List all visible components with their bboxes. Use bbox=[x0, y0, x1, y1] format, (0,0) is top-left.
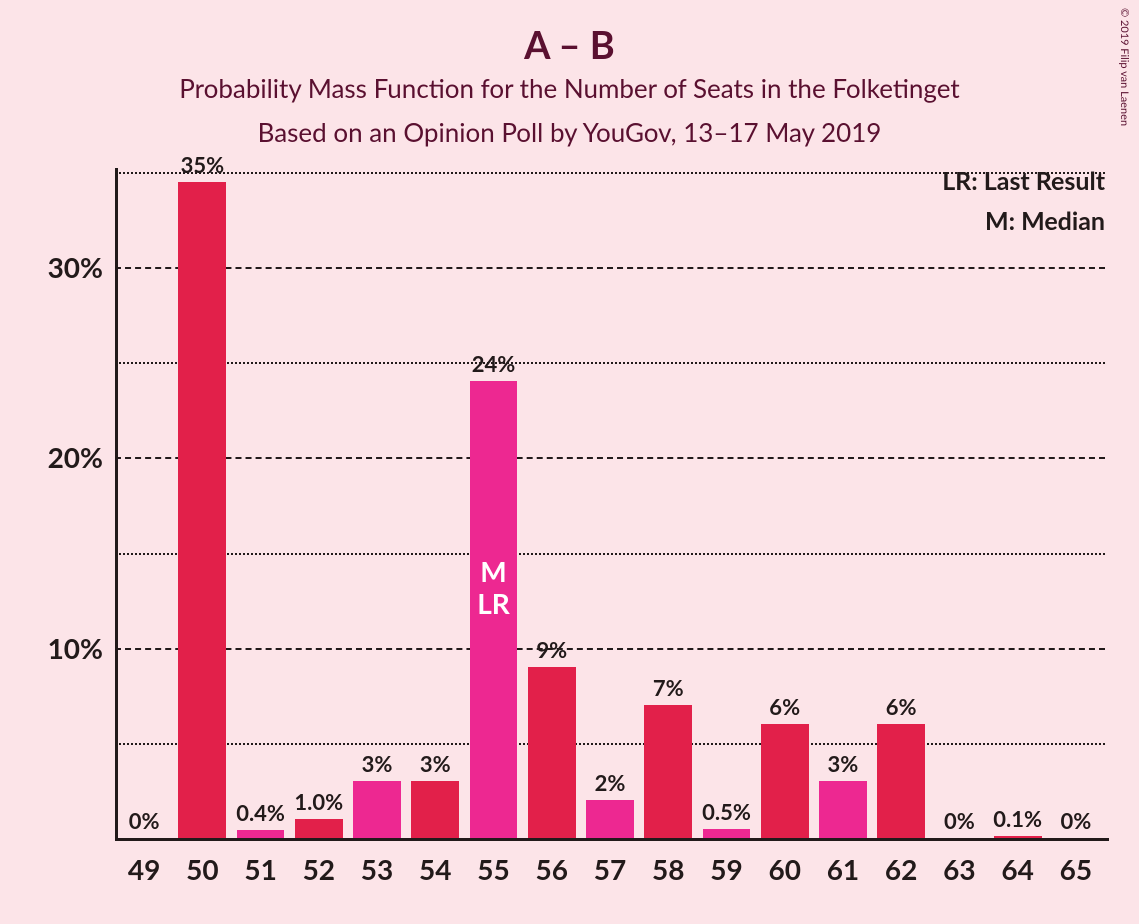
bar-value-label: 6% bbox=[769, 693, 800, 724]
gridline-minor bbox=[115, 553, 1105, 555]
x-axis-label: 54 bbox=[419, 838, 451, 886]
x-axis-label: 61 bbox=[827, 838, 859, 886]
x-axis-label: 51 bbox=[244, 838, 276, 886]
bar-value-label: 3% bbox=[828, 750, 859, 781]
bar-value-label: 0.4% bbox=[236, 799, 285, 830]
bar-value-label: 3% bbox=[362, 750, 393, 781]
x-axis-label: 49 bbox=[128, 838, 160, 886]
bar: 2% bbox=[586, 800, 634, 838]
bar-value-label: 0% bbox=[944, 807, 975, 838]
x-axis-label: 57 bbox=[594, 838, 626, 886]
bar: 6% bbox=[877, 724, 925, 838]
bar-value-label: 35% bbox=[181, 151, 225, 182]
x-axis-label: 52 bbox=[303, 838, 335, 886]
bar: 0.5% bbox=[703, 829, 751, 839]
legend-m: M: Median bbox=[942, 206, 1105, 236]
bar-value-label: 0% bbox=[129, 807, 160, 838]
bar: 3% bbox=[353, 781, 401, 838]
bar: 35% bbox=[178, 182, 226, 838]
bar-value-label: 0% bbox=[1060, 807, 1091, 838]
y-axis-label: 30% bbox=[48, 250, 115, 284]
x-axis-label: 50 bbox=[186, 838, 218, 886]
bar: 3% bbox=[411, 781, 459, 838]
gridline-minor bbox=[115, 743, 1105, 745]
bar-value-label: 6% bbox=[886, 693, 917, 724]
bar: 7% bbox=[644, 705, 692, 838]
y-axis-label: 10% bbox=[48, 631, 115, 665]
x-axis-label: 63 bbox=[943, 838, 975, 886]
bar: 1.0% bbox=[295, 819, 343, 838]
gridline-minor bbox=[115, 172, 1105, 174]
x-axis-label: 53 bbox=[361, 838, 393, 886]
gridline-major bbox=[115, 267, 1105, 269]
bar-inner-label: MLR bbox=[477, 555, 510, 619]
bar-value-label: 0.5% bbox=[702, 798, 751, 829]
chart-title: A – B bbox=[0, 22, 1139, 68]
y-axis bbox=[115, 168, 118, 838]
legend-lr: LR: Last Result bbox=[942, 166, 1105, 196]
x-axis-label: 64 bbox=[1001, 838, 1033, 886]
gridline-major bbox=[115, 457, 1105, 459]
bar-value-label: 1.0% bbox=[294, 788, 343, 819]
bar-value-label: 9% bbox=[536, 636, 567, 667]
bar: 9% bbox=[528, 667, 576, 838]
bar: 24%MLR bbox=[470, 381, 518, 838]
y-axis-label: 20% bbox=[48, 440, 115, 474]
gridline-minor bbox=[115, 362, 1105, 364]
x-axis-label: 58 bbox=[652, 838, 684, 886]
x-axis-label: 65 bbox=[1060, 838, 1092, 886]
chart-legend: LR: Last Result M: Median bbox=[942, 166, 1105, 236]
bar-value-label: 0.1% bbox=[993, 805, 1042, 836]
x-axis-label: 60 bbox=[768, 838, 800, 886]
bar-value-label: 7% bbox=[653, 674, 684, 705]
x-axis-label: 55 bbox=[477, 838, 509, 886]
x-axis-label: 56 bbox=[536, 838, 568, 886]
chart-plot-area: LR: Last Result M: Median 10%20%30%0%493… bbox=[115, 172, 1105, 838]
gridline-major bbox=[115, 648, 1105, 650]
bar-value-label: 2% bbox=[595, 769, 626, 800]
bar: 3% bbox=[819, 781, 867, 838]
copyright-text: © 2019 Filip van Laenen bbox=[1118, 8, 1131, 126]
bar-value-label: 24% bbox=[472, 350, 516, 381]
chart-subtitle-line2: Based on an Opinion Poll by YouGov, 13–1… bbox=[0, 116, 1139, 148]
bar: 0.4% bbox=[237, 830, 285, 838]
bar: 6% bbox=[761, 724, 809, 838]
bar-value-label: 3% bbox=[420, 750, 451, 781]
x-axis-label: 59 bbox=[710, 838, 742, 886]
x-axis-label: 62 bbox=[885, 838, 917, 886]
chart-subtitle-line1: Probability Mass Function for the Number… bbox=[0, 72, 1139, 104]
